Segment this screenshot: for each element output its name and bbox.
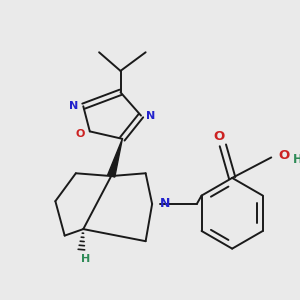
Polygon shape [108,139,122,177]
Text: O: O [76,129,85,139]
Text: H: H [80,254,90,264]
Text: O: O [279,149,290,162]
Text: N: N [69,101,79,111]
Text: N: N [160,197,170,211]
Text: N: N [146,111,155,121]
Text: O: O [214,130,225,143]
Text: H: H [292,153,300,166]
